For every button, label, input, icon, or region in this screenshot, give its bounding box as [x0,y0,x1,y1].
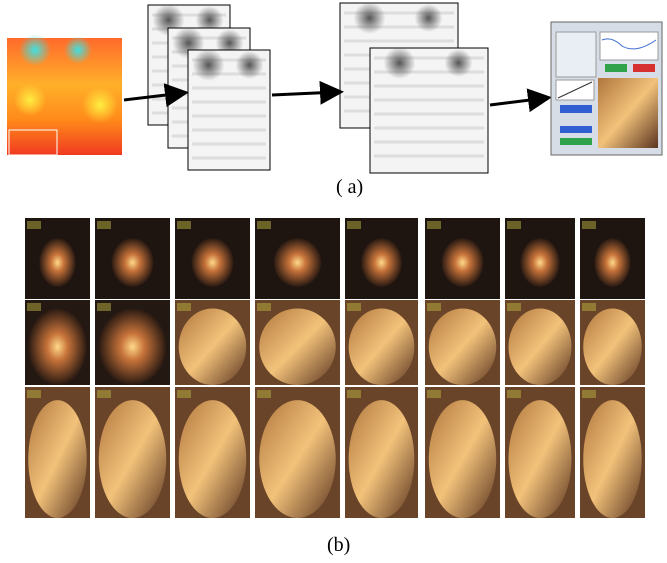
overlay-text [27,303,41,311]
overlay-text [97,303,111,311]
overlay-text [347,221,361,229]
overlay-text [582,303,596,311]
overlay-text [582,221,596,229]
glow [520,238,559,287]
glow [28,400,87,518]
overlay-text [257,390,271,398]
glow [99,400,167,518]
glow [179,309,247,386]
overlay-text [27,221,41,229]
overlay-text [427,390,441,398]
overlay-text [177,221,191,229]
glow [442,238,484,287]
blob [415,4,443,32]
glow [28,309,87,386]
glow [594,238,630,287]
glow [509,309,572,386]
glow [179,400,247,518]
overlay-text [507,221,521,229]
caption-a: ( a) [336,176,363,199]
glow [99,309,167,386]
glow [361,238,402,287]
glow [429,309,497,386]
heatmap [7,34,122,155]
glow [349,400,415,518]
overlay-text [427,303,441,311]
overlay-text [257,303,271,311]
glow [274,238,322,287]
blob [236,51,264,79]
overlay-text [347,390,361,398]
glow [259,309,336,386]
glow [583,400,642,518]
overlay-text [257,221,271,229]
glow [429,400,497,518]
blob [193,49,225,81]
glow [259,400,336,518]
glow [192,238,234,287]
overlay-text [582,390,596,398]
overlay-text [97,221,111,229]
overlay-text [97,390,111,398]
figure: ( a) (b) [0,0,667,563]
overlay-text [27,390,41,398]
blob [354,2,386,34]
figure-art [0,0,667,563]
caption-b: (b) [327,534,350,557]
overlay-text [177,390,191,398]
glow [583,309,642,386]
glow [39,238,75,287]
glow [112,238,154,287]
overlay-text [507,390,521,398]
software-screenshot [551,22,662,155]
overlay-text [507,303,521,311]
overlay-text [427,221,441,229]
blob [384,47,416,79]
glow [509,400,572,518]
frame-stacks [148,2,488,173]
overlay-text [347,303,361,311]
glow [349,309,415,386]
blob [445,49,473,77]
camera-frames [25,218,645,518]
overlay-text [177,303,191,311]
